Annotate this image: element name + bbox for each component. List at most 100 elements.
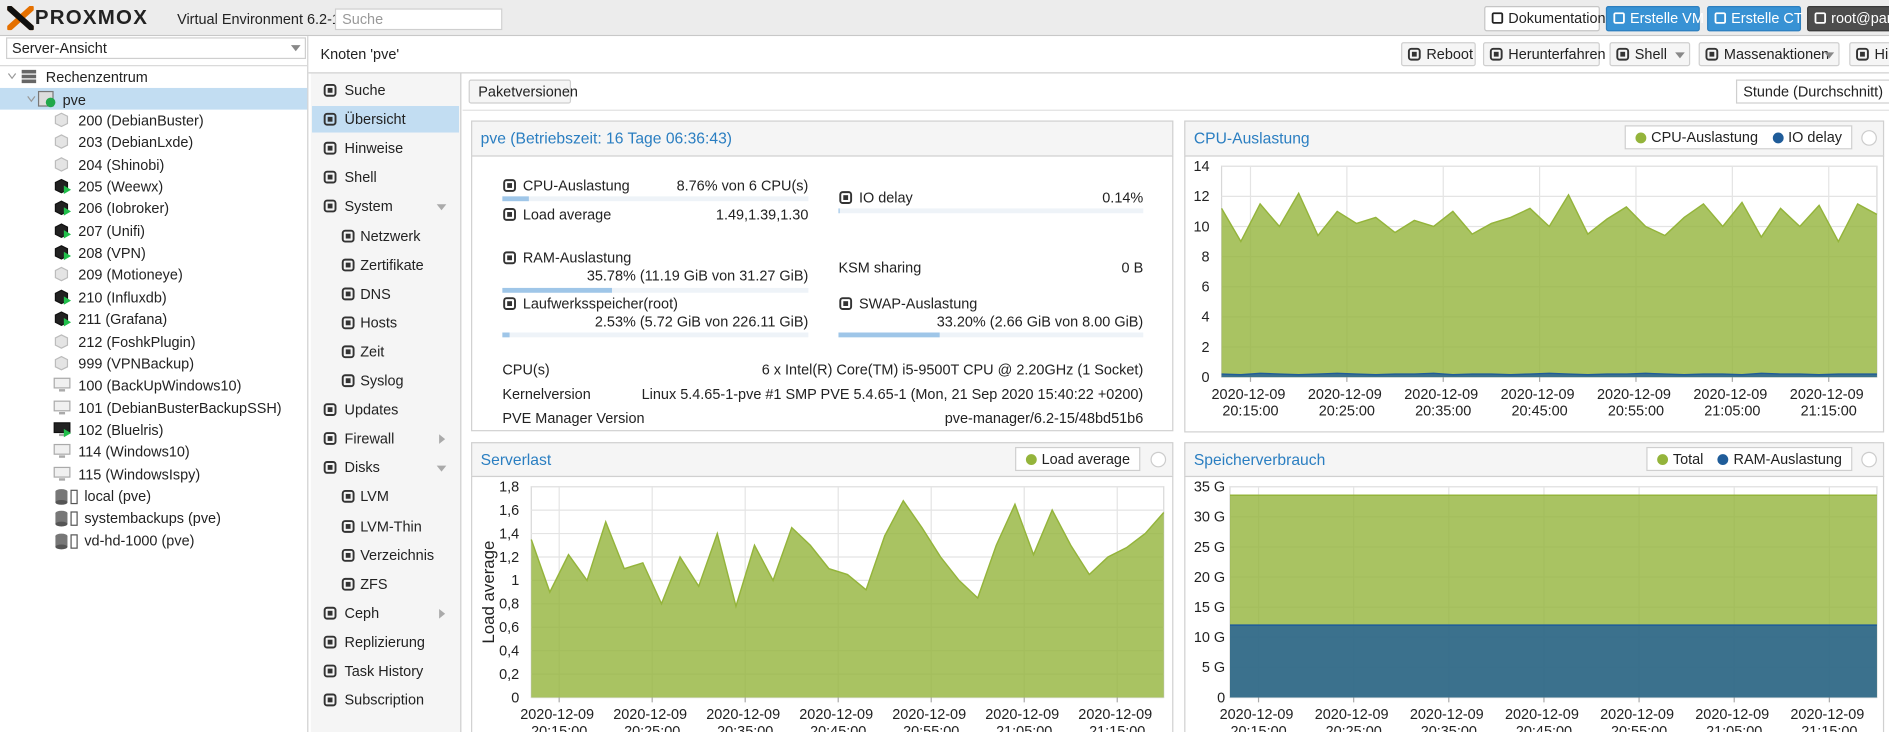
icon (436, 204, 447, 211)
tree-guest[interactable]: 208 (VPN) (78, 244, 146, 262)
icon-part (55, 491, 68, 503)
tree-guest[interactable]: 212 (FoshkPlugin) (78, 333, 196, 350)
tree-guest[interactable]: 207 (Unifi) (78, 222, 145, 240)
tab-button-label[interactable]: Paketversionen (478, 83, 578, 100)
nav-item[interactable]: System (344, 198, 393, 215)
tree-guest[interactable]: 203 (DebianLxde) (78, 134, 194, 152)
tree-storage[interactable]: local (pve) (84, 487, 152, 505)
icon (53, 377, 71, 392)
legend-item[interactable]: RAM-Auslastung (1717, 451, 1842, 467)
header-button[interactable] (1807, 6, 1889, 32)
toolbar-button[interactable] (1849, 42, 1889, 67)
status-title: pve (Betriebszeit: 16 Tage 06:36:43) (480, 128, 733, 147)
content-toolbar (462, 73, 1889, 111)
nav-subitem[interactable]: Zeit (360, 343, 385, 361)
tab-button[interactable] (468, 79, 572, 104)
icon (503, 179, 516, 192)
timeframe-select[interactable] (1735, 79, 1889, 104)
header-button-label[interactable]: Erstelle CT (1731, 9, 1803, 27)
legend-item[interactable]: CPU-Auslastung (1635, 129, 1758, 146)
nav-subitem[interactable]: Verzeichnis (360, 546, 435, 564)
nav-item[interactable]: Hinweise (344, 139, 404, 157)
legend-item[interactable]: Load average (1025, 451, 1130, 467)
legend: CPU-Auslastung IO delay (1624, 125, 1853, 150)
tree-guest[interactable]: 206 (Iobroker) (78, 200, 170, 218)
view-select[interactable] (6, 37, 306, 60)
tree-guest[interactable]: 101 (DebianBusterBackupSSH) (78, 399, 282, 417)
view-select-label[interactable]: Server-Ansicht (12, 39, 107, 57)
progress-track (502, 287, 809, 293)
nav-item[interactable]: Subscription (344, 691, 425, 709)
nav-item[interactable]: Firewall (344, 430, 395, 448)
nav-item[interactable]: Replizierung (344, 633, 425, 651)
timeframe-label[interactable]: Stunde (Durchschnitt) (1743, 83, 1884, 100)
brand: PROXMOX (34, 6, 149, 29)
icon-part (507, 183, 512, 188)
tree-node[interactable]: pve (62, 91, 86, 109)
icon-part (27, 96, 36, 103)
status-value: 33.20% (2.66 GiB von 8.00 GiB) (936, 313, 1144, 331)
tree-storage[interactable]: systembackups (pve) (84, 509, 221, 527)
nav-subitem[interactable]: Netzwerk (360, 227, 421, 244)
icon-part (327, 175, 333, 180)
icon (1824, 52, 1835, 59)
tree-guest[interactable]: 999 (VPNBackup) (78, 355, 195, 373)
nav-subitem[interactable]: Hosts (360, 314, 398, 332)
legend-swatch (1025, 453, 1037, 465)
nav-item[interactable]: Updates (344, 401, 399, 419)
panel-tool[interactable] (1861, 130, 1877, 146)
header-button[interactable] (1605, 6, 1700, 32)
tree-guest[interactable]: 114 (Windows10) (78, 443, 190, 461)
tree-guest[interactable]: 100 (BackUpWindows10) (78, 377, 242, 395)
tree-root[interactable]: Rechenzentrum (45, 68, 148, 86)
status-value: pve-manager/6.2-15/48bd51b6 (944, 409, 1144, 427)
legend-label: Total (1672, 450, 1704, 468)
icon (341, 548, 355, 562)
tree-guest[interactable]: 209 (Motioneye) (78, 266, 183, 284)
icon-part (345, 349, 351, 355)
tree-guest[interactable]: 210 (Influxdb) (78, 288, 167, 306)
toolbar-button-label[interactable]: Reboot (1426, 45, 1473, 63)
icon (1489, 47, 1503, 61)
header-button[interactable] (1707, 6, 1802, 32)
search-box[interactable] (334, 8, 503, 31)
tree-guest[interactable]: 102 (Bluelris) (78, 421, 164, 439)
tree-storage[interactable]: vd-hd-1000 (pve) (84, 532, 195, 549)
header-button-label[interactable]: Erstelle VM (1629, 9, 1704, 27)
toolbar-button-label[interactable]: Hilfe (1874, 45, 1889, 63)
nav-subitem[interactable]: Syslog (360, 372, 404, 390)
nav-item[interactable]: Task History (344, 662, 424, 680)
tree-guest[interactable]: 205 (Weewx) (78, 178, 164, 196)
icon-part (439, 434, 446, 445)
legend-label: IO delay (1788, 128, 1842, 146)
panel-tool[interactable] (1150, 451, 1167, 468)
icon-part (59, 477, 66, 481)
nav-item[interactable]: Ceph (344, 604, 380, 622)
nav-subitem[interactable]: LVM-Thin (360, 517, 422, 535)
toolbar-button[interactable] (1698, 42, 1840, 67)
tree-guest[interactable]: 200 (DebianBuster) (78, 112, 204, 129)
icon-part (1493, 51, 1499, 57)
header-button-label[interactable]: Dokumentation (1508, 9, 1606, 27)
toolbar-button-label[interactable]: Shell (1634, 45, 1667, 63)
nav-subitem[interactable]: DNS (360, 285, 391, 303)
nav-subitem[interactable]: Zertifikate (360, 256, 424, 273)
toolbar-button-label[interactable]: Herunterfahren (1508, 45, 1606, 63)
legend-item[interactable]: IO delay (1772, 129, 1842, 146)
tree-guest[interactable]: 115 (WindowsIspy) (78, 465, 201, 483)
legend-item[interactable]: Total (1657, 450, 1704, 468)
nav-item[interactable]: Disks (344, 459, 380, 477)
nav-item[interactable]: Übersicht (344, 110, 406, 128)
header-button[interactable] (1484, 6, 1600, 32)
tree-guest[interactable]: 204 (Shinobi) (78, 156, 165, 174)
icon-part (1613, 12, 1625, 24)
nav-item[interactable]: Suche (344, 81, 386, 99)
nav-item[interactable]: Shell (344, 169, 377, 186)
header-button-label[interactable]: root@pam (1831, 9, 1889, 27)
icon-part (55, 513, 68, 525)
nav-subitem[interactable]: ZFS (360, 575, 388, 593)
tree-guest[interactable]: 211 (Grafana) (78, 310, 168, 328)
panel-tool[interactable] (1861, 451, 1877, 468)
toolbar-button-label[interactable]: Massenaktionen (1723, 45, 1830, 63)
nav-subitem[interactable]: LVM (360, 488, 389, 506)
